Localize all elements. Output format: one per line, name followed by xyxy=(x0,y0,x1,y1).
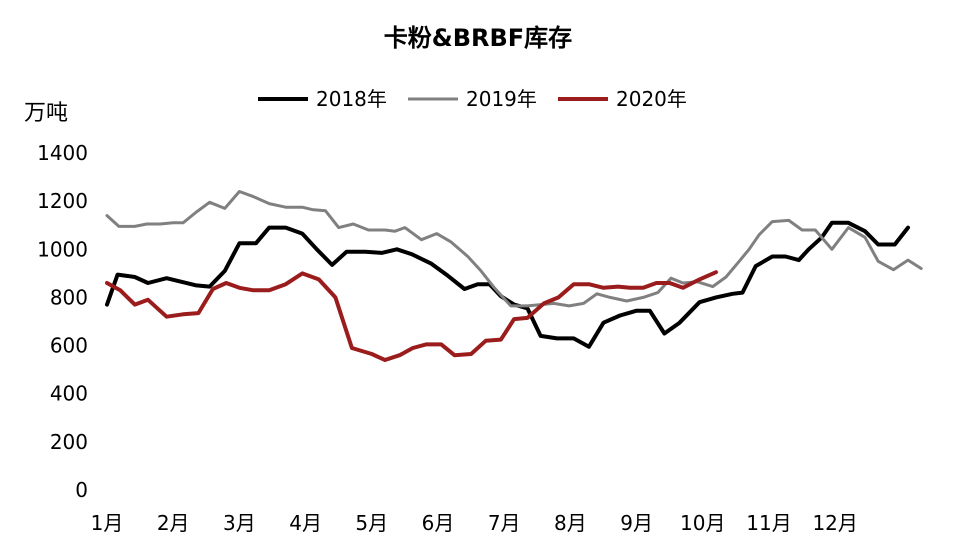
x-tick-label: 12月 xyxy=(812,511,857,535)
x-tick-label: 9月 xyxy=(620,511,653,535)
x-tick-label: 7月 xyxy=(488,511,521,535)
chart-title: 卡粉&BRBF库存 xyxy=(384,24,572,52)
y-tick-label: 1400 xyxy=(37,141,88,165)
series-line-2 xyxy=(105,270,718,362)
x-tick-label: 10月 xyxy=(680,511,725,535)
x-tick-label: 2月 xyxy=(157,511,190,535)
y-tick-label: 1000 xyxy=(37,237,88,261)
series-lines xyxy=(105,190,923,362)
x-tick-label: 6月 xyxy=(422,511,455,535)
x-tick-label: 11月 xyxy=(746,511,791,535)
x-tick-label: 5月 xyxy=(355,511,388,535)
legend: 2018年 2019年 2020年 xyxy=(258,87,687,111)
x-tick-label: 3月 xyxy=(223,511,256,535)
y-tick-label: 0 xyxy=(75,478,88,502)
legend-label: 2018年 xyxy=(316,87,387,111)
y-tick-label: 400 xyxy=(50,382,88,406)
x-axis-ticks: 1月 2月 3月 4月 5月 6月 7月 8月 9月 10月 11月 12月 xyxy=(91,511,858,535)
x-tick-label: 4月 xyxy=(289,511,322,535)
legend-label: 2020年 xyxy=(616,87,687,111)
y-tick-label: 800 xyxy=(50,285,88,309)
legend-label: 2019年 xyxy=(466,87,537,111)
x-tick-label: 1月 xyxy=(91,511,124,535)
y-tick-label: 1200 xyxy=(37,189,88,213)
y-axis-ticks: 0 200 400 600 800 1000 1200 1400 xyxy=(37,141,88,502)
y-axis-unit-label: 万吨 xyxy=(24,101,68,126)
y-tick-label: 200 xyxy=(50,430,88,454)
y-tick-label: 600 xyxy=(50,334,88,358)
x-tick-label: 8月 xyxy=(554,511,587,535)
series-line-1 xyxy=(105,190,923,308)
